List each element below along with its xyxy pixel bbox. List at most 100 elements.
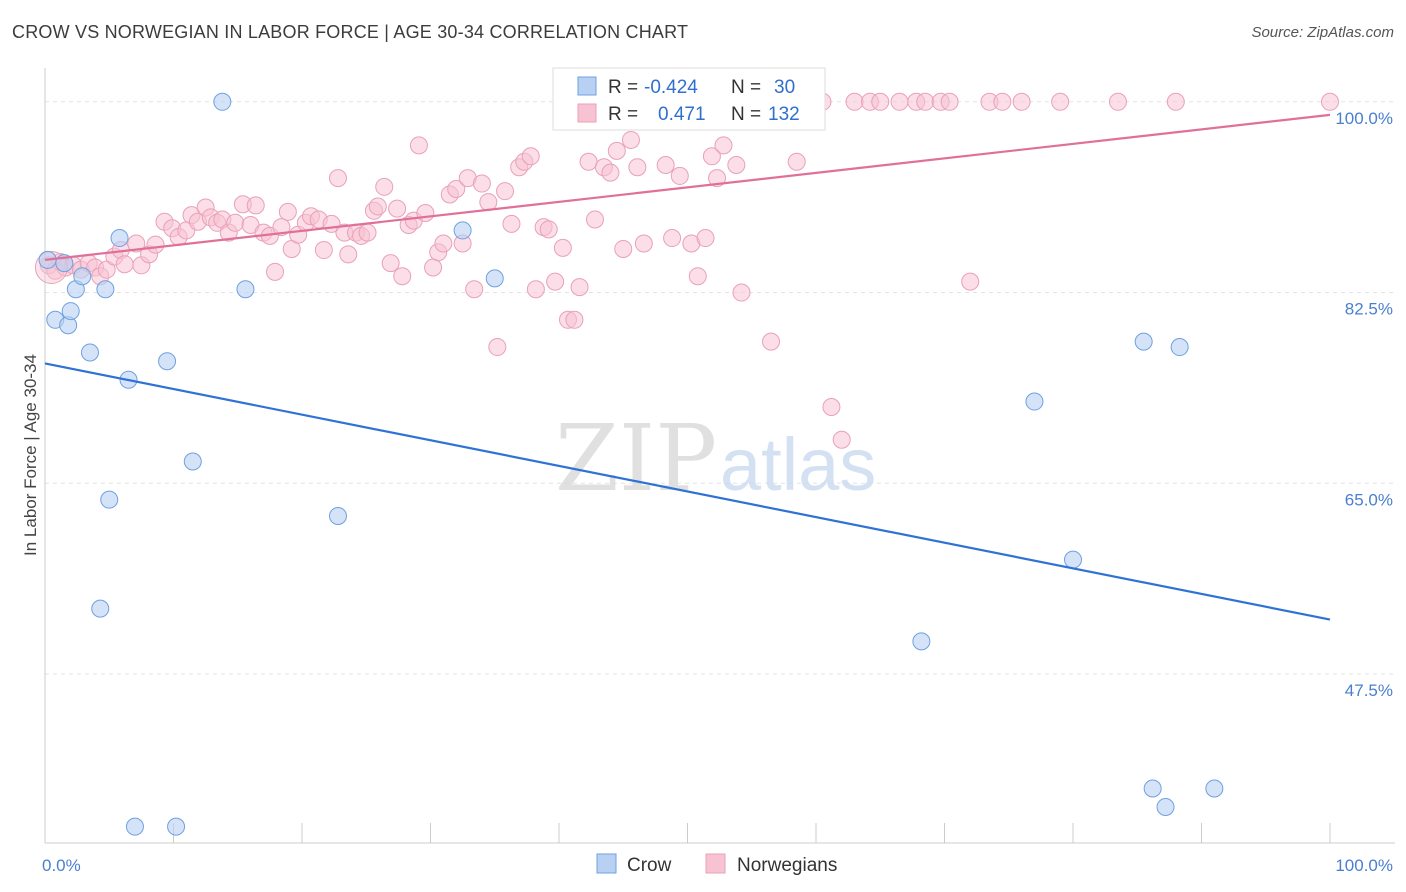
norwegian-point [634, 234, 653, 253]
norwegian-point [727, 156, 746, 175]
norwegian-point [314, 241, 333, 260]
norwegian-point [409, 136, 428, 155]
norwegian-point [375, 177, 394, 196]
norwegian-trend-line [44, 113, 1331, 261]
crow-points [38, 92, 1224, 836]
y-tick-label: 100.0% [1335, 109, 1393, 128]
norwegian-point [465, 280, 484, 299]
y-tick-label: 65.0% [1345, 490, 1393, 509]
legend-crow-n-value: 30 [774, 77, 795, 98]
source-label: Source: ZipAtlas.com [1251, 24, 1394, 41]
norwegian-point [628, 158, 647, 177]
norwegian-point [479, 193, 498, 212]
legend-crow-r-value: -0.424 [644, 77, 698, 98]
norwegian-point [656, 156, 675, 175]
crow-point [1170, 338, 1189, 357]
legend-norwegian-n-label: N = [731, 104, 761, 125]
norwegian-point [871, 92, 890, 111]
crow-point [912, 632, 931, 651]
norwegian-point [328, 169, 347, 188]
norwegian-point [601, 163, 620, 182]
norwegian-point [368, 197, 387, 216]
watermark-atlas: atlas [720, 423, 876, 506]
crow-point [100, 490, 119, 509]
norwegian-point [226, 213, 245, 232]
crow-point [73, 267, 92, 286]
y-tick-label: 82.5% [1345, 300, 1393, 319]
norwegian-point [115, 255, 134, 274]
chart-title: CROW VS NORWEGIAN IN LABOR FORCE | AGE 3… [12, 22, 689, 42]
legend-norwegian-n-value: 132 [768, 104, 800, 125]
bottom-legend-crow-swatch [596, 853, 617, 874]
x-tick-label: 0.0% [42, 856, 81, 875]
norwegian-point [146, 235, 165, 254]
norwegian-point [762, 332, 781, 351]
crow-point [1134, 332, 1153, 351]
crow-point [485, 269, 504, 288]
norwegian-point [393, 267, 412, 286]
bottom-legend-norwegian-swatch [705, 853, 726, 874]
crow-point [1025, 392, 1044, 411]
norwegian-points [34, 92, 1339, 449]
norwegian-point [416, 203, 435, 222]
gridlines [45, 101, 1395, 675]
norwegian-point [570, 278, 589, 297]
norwegian-point [278, 202, 297, 221]
norwegian-point [246, 196, 265, 215]
norwegian-point [424, 258, 443, 277]
crow-point [158, 352, 177, 371]
norwegian-point [832, 430, 851, 449]
norwegian-point [381, 254, 400, 273]
norwegian-point [502, 214, 521, 233]
norwegian-point [916, 92, 935, 111]
norwegian-point [272, 218, 291, 237]
crow-point [110, 229, 129, 248]
bottom-legend-norwegian-label: Norwegians [737, 855, 837, 876]
legend-crow-swatch [577, 76, 597, 96]
norwegian-point [714, 136, 733, 155]
crow-point [213, 92, 232, 111]
watermark-zip: ZIP [555, 405, 717, 512]
crow-point [1064, 550, 1082, 569]
trend-lines [44, 113, 1331, 621]
legend-norwegian-swatch [577, 103, 597, 123]
x-tick-label: 100.0% [1335, 856, 1393, 875]
norwegian-point [496, 182, 515, 201]
norwegian-point [339, 245, 358, 264]
norwegian-point [708, 169, 727, 188]
y-tick-label: 47.5% [1345, 681, 1393, 700]
crow-point [328, 507, 347, 525]
norwegian-point [553, 238, 572, 257]
watermark: ZIP atlas [555, 405, 876, 512]
bottom-legend-crow-label: Crow [627, 855, 672, 876]
norwegian-point [539, 220, 558, 239]
norwegian-point [472, 174, 491, 193]
norwegian-point [358, 223, 377, 242]
norwegian-point [1321, 92, 1339, 111]
y-tick-labels: 47.5% 65.0% 82.5% 100.0% [1335, 109, 1393, 700]
x-tick-labels: 0.0% 100.0% [42, 856, 1393, 875]
crow-point [125, 817, 144, 836]
norwegian-point [388, 199, 407, 218]
crow-point [183, 452, 202, 471]
top-legend: R = -0.424 N = 30 R = 0.471 N = 132 [552, 67, 826, 131]
bottom-legend: Crow Norwegians [596, 853, 837, 876]
norwegian-point [993, 92, 1012, 111]
norwegian-point [579, 152, 598, 171]
norwegian-point [488, 338, 507, 357]
norwegian-point [961, 272, 980, 291]
norwegian-point [787, 152, 806, 171]
crow-trend-line [44, 362, 1331, 621]
legend-norwegian-r-value: 0.471 [658, 104, 706, 125]
norwegian-point [585, 210, 604, 229]
legend-crow-r-label: R = [608, 77, 638, 98]
norwegian-point [546, 272, 565, 291]
norwegian-point [940, 92, 959, 111]
norwegian-point [845, 92, 864, 111]
crow-point [453, 221, 472, 240]
norwegian-point [890, 92, 909, 111]
crow-point [61, 302, 80, 321]
crow-point [1205, 779, 1224, 798]
crow-point [236, 280, 255, 299]
